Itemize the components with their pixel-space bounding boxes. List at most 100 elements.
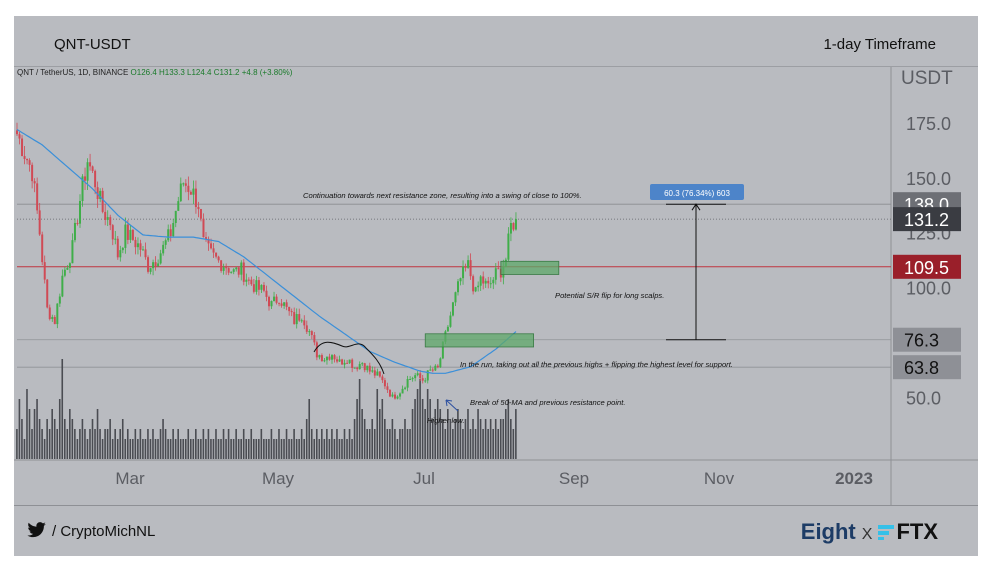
candle-body	[494, 268, 497, 280]
volume-bar	[283, 439, 285, 459]
volume-bar	[61, 359, 64, 459]
volume-bar	[84, 429, 86, 459]
candle-body	[303, 320, 306, 326]
candle-body	[489, 283, 492, 285]
volume-bar	[63, 419, 66, 459]
candle-body	[222, 267, 225, 271]
candle-body	[512, 223, 515, 230]
volume-bar	[416, 389, 419, 459]
volume-bar	[318, 439, 321, 459]
candle-body	[23, 156, 26, 159]
candle-body	[336, 359, 339, 362]
volume-bar	[348, 429, 351, 459]
candle-body	[482, 276, 485, 284]
volume-bar	[212, 439, 215, 459]
candle-body	[409, 379, 412, 381]
volume-bar	[515, 409, 517, 459]
candle-body	[381, 376, 384, 381]
volume-bar	[126, 429, 129, 459]
volume-bar	[81, 419, 84, 459]
volume-bar	[469, 429, 472, 459]
candle-body	[464, 266, 467, 268]
candle-body	[36, 183, 39, 211]
candle-body	[136, 243, 139, 248]
candle-body	[343, 362, 346, 365]
volume-bar	[114, 429, 116, 459]
candle-body	[131, 229, 134, 240]
candle-body	[351, 359, 354, 368]
volume-bar	[472, 419, 474, 459]
candle-body	[240, 262, 243, 275]
zone-box	[424, 333, 534, 348]
volume-bar	[109, 419, 111, 459]
volume-bar	[331, 429, 333, 459]
candle-body	[424, 380, 427, 382]
candle-body	[33, 181, 36, 184]
annotation-text: Higher low.	[427, 416, 465, 425]
candle-body	[126, 224, 129, 240]
candle-body	[318, 355, 321, 358]
volume-bar	[263, 439, 265, 459]
price-label-box	[893, 327, 961, 352]
candle-body	[46, 279, 49, 308]
y-axis-label: USDT	[901, 68, 953, 89]
price-label-box	[893, 355, 961, 380]
volume-bar	[378, 409, 381, 459]
volume-bar	[328, 439, 331, 459]
annotation-text: In the run, taking out all the previous …	[460, 360, 733, 369]
volume-bars	[16, 359, 517, 459]
volume-bar	[411, 409, 414, 459]
volume-bar	[449, 419, 452, 459]
twitter-handle: / CryptoMichNL	[52, 523, 156, 540]
candle-body	[313, 335, 316, 343]
volume-bar	[293, 429, 295, 459]
candle-body	[467, 260, 470, 268]
volume-bar	[504, 409, 507, 459]
volume-bar	[116, 439, 119, 459]
candle-body	[401, 388, 404, 394]
volume-bar	[38, 419, 41, 459]
volume-bar	[164, 429, 167, 459]
volume-bar	[436, 399, 439, 459]
volume-bar	[290, 439, 293, 459]
candle-body	[66, 267, 69, 270]
brand-logo: Eight X FTX	[801, 519, 938, 545]
candle-body	[378, 371, 381, 377]
volume-bar	[366, 429, 368, 459]
volume-bar	[18, 399, 21, 459]
volume-bar	[356, 399, 358, 459]
candle-body	[462, 266, 465, 279]
volume-bar	[207, 429, 210, 459]
candle-body	[434, 365, 437, 371]
candle-body	[497, 268, 500, 270]
volume-bar	[479, 419, 482, 459]
ticker-ohlc: O126.4 H133.3 L124.4 C131.2 +4.8 (+3.80%…	[130, 68, 293, 77]
volume-bar	[94, 429, 96, 459]
candle-body	[245, 279, 248, 282]
candle-body	[419, 373, 422, 379]
volume-bar	[74, 429, 76, 459]
volume-bar	[429, 399, 431, 459]
volume-bar	[333, 439, 336, 459]
volume-bar	[419, 379, 421, 459]
volume-bar	[167, 439, 169, 459]
candle-body	[260, 284, 263, 290]
candle-body	[235, 267, 238, 270]
candle-body	[184, 183, 187, 186]
volume-bar	[381, 399, 384, 459]
candle-body	[210, 243, 213, 249]
volume-bar	[326, 429, 328, 459]
candle-body	[275, 296, 278, 303]
candle-body	[268, 296, 270, 307]
candle-body	[459, 278, 462, 282]
candle-body	[227, 268, 230, 273]
volume-bar	[157, 439, 159, 459]
candle-body	[411, 378, 414, 380]
volume-bar	[242, 429, 245, 459]
measure-label: 60.3 (76.34%) 603	[664, 189, 730, 198]
candles	[16, 122, 517, 400]
candle-body	[194, 188, 197, 208]
candle-body	[189, 191, 192, 195]
volume-bar	[89, 429, 91, 459]
